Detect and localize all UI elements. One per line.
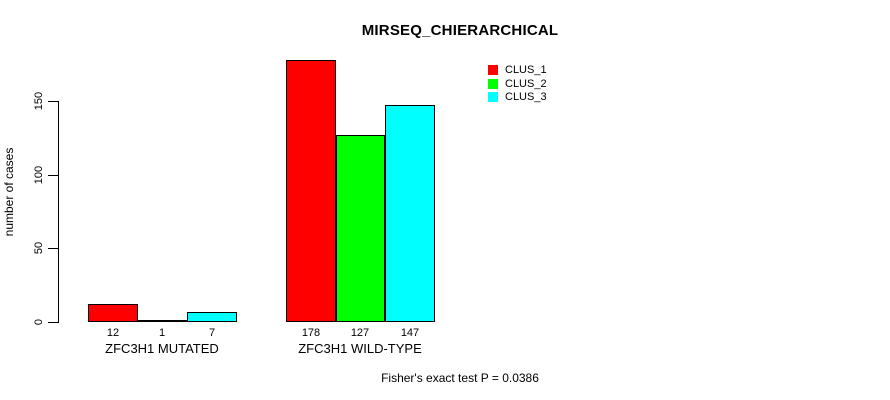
y-axis-tick [48, 322, 58, 323]
legend-swatch-icon [488, 65, 498, 75]
bar-value-label: 12 [106, 327, 120, 339]
bar-clus_1-group2 [286, 60, 336, 322]
y-axis-tick-label-text: 0 [33, 318, 45, 326]
bar-value-label: 127 [350, 327, 370, 339]
bar-clus_1-group1 [88, 304, 138, 322]
legend-swatch-icon [488, 92, 498, 102]
bar-clus_3-group1 [187, 312, 237, 322]
bar-clus_2-group2 [336, 135, 385, 322]
y-axis-tick-label-text: 50 [33, 241, 45, 255]
category-label: ZFC3H1 MUTATED [105, 341, 219, 356]
legend-label: CLUS_2 [505, 78, 547, 90]
category-label: ZFC3H1 WILD-TYPE [298, 341, 422, 356]
y-axis-tick [48, 175, 58, 176]
y-axis-tick-label-text: 150 [33, 91, 45, 111]
chart-title: MIRSEQ_CHIERARCHICAL [361, 22, 559, 39]
bar-value-label: 178 [301, 327, 321, 339]
bar-value-label: 147 [400, 327, 420, 339]
bar-value-label: 7 [208, 327, 216, 339]
y-axis-line [58, 101, 59, 323]
y-axis-label-text: number of cases [2, 147, 16, 237]
bar-clus_3-group2 [385, 105, 435, 322]
y-axis-tick [48, 248, 58, 249]
legend-label: CLUS_3 [505, 91, 547, 103]
bar-value-label: 1 [158, 327, 166, 339]
annotation-text: Fisher's exact test P = 0.0386 [381, 371, 539, 385]
legend-label: CLUS_1 [505, 64, 547, 76]
y-axis-tick-label-text: 100 [33, 165, 45, 185]
y-axis-tick [48, 101, 58, 102]
bar-clus_2-group1 [138, 320, 187, 322]
legend-swatch-icon [488, 79, 498, 89]
